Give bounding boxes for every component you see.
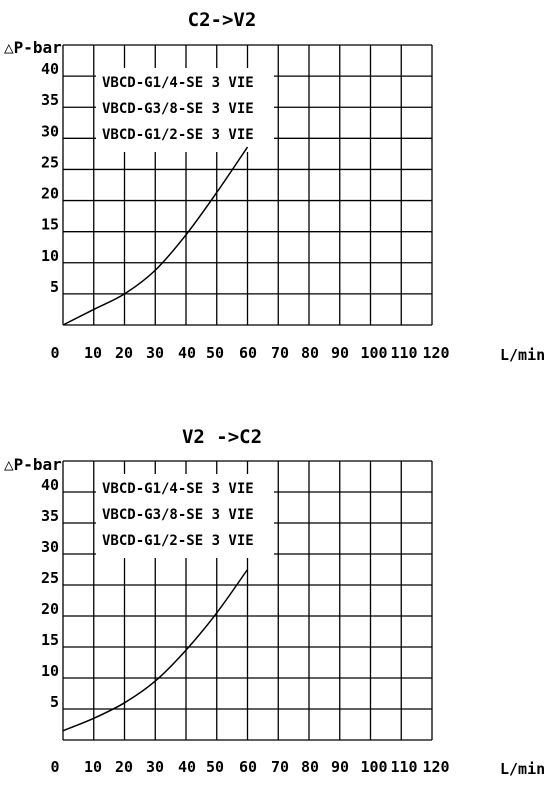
chart1-ytick-label: 10 — [41, 247, 59, 265]
chart2-ytick-label: 20 — [41, 600, 59, 618]
chart1-xtick-label: 90 — [331, 344, 349, 362]
chart1-xtick-label: 120 — [422, 344, 449, 362]
chart1-xtick-label: 100 — [360, 344, 387, 362]
chart2-xtick-label: 20 — [115, 758, 133, 776]
chart2-series-line — [62, 569, 249, 732]
chart2-ytick-label: 40 — [41, 476, 59, 494]
chart2-xtick-label: 120 — [422, 758, 449, 776]
chart1-ytick-label: 30 — [41, 122, 59, 140]
chart1-xtick-label: 0 — [50, 344, 59, 362]
chart2-xlabel: L/min — [500, 760, 545, 778]
chart1-ytick-label: 5 — [50, 278, 59, 296]
chart1-legend-entry: VBCD-G1/4-SE 3 VIE — [102, 75, 254, 91]
chart1-xtick-label: 110 — [390, 344, 417, 362]
chart1-ytick-label: 40 — [41, 60, 59, 78]
chart1-xtick-label: 50 — [206, 344, 224, 362]
chart2-xtick-label: 30 — [146, 758, 164, 776]
chart1-series-line — [62, 146, 249, 326]
chart1-xlabel: L/min — [500, 346, 545, 364]
chart2-ytick-label: 15 — [41, 631, 59, 649]
chart2-ytick-label: 30 — [41, 538, 59, 556]
chart1-legend-entry: VBCD-G1/2-SE 3 VIE — [102, 127, 254, 143]
chart1-ytick-label: 20 — [41, 185, 59, 203]
chart1-ytick-label: 35 — [41, 91, 59, 109]
chart2-legend-entry: VBCD-G3/8-SE 3 VIE — [102, 507, 254, 523]
chart1-xtick-label: 20 — [115, 344, 133, 362]
chart2-ytick-label: 25 — [41, 569, 59, 587]
chart2-xtick-label: 90 — [331, 758, 349, 776]
chart1-ylabel: △P-bar — [4, 38, 62, 57]
chart1-ytick-label: 15 — [41, 216, 59, 234]
chart1-xtick-label: 70 — [271, 344, 289, 362]
chart2-xtick-label: 50 — [206, 758, 224, 776]
chart1-title: C2->V2 — [188, 9, 257, 31]
chart2-ylabel: △P-bar — [4, 455, 62, 474]
chart2-title: V2 ->C2 — [182, 426, 262, 448]
chart2-legend-box — [96, 474, 274, 558]
chart2-ytick-label: 35 — [41, 507, 59, 525]
chart1-xtick-label: 30 — [146, 344, 164, 362]
chart2-xtick-label: 40 — [178, 758, 196, 776]
chart2-xtick-label: 70 — [271, 758, 289, 776]
chart2-xtick-label: 60 — [239, 758, 257, 776]
chart2-xtick-label: 0 — [50, 758, 59, 776]
chart1-ytick-label: 25 — [41, 153, 59, 171]
chart2-ytick-label: 10 — [41, 662, 59, 680]
chart2-xtick-label: 80 — [301, 758, 319, 776]
chart1-xtick-label: 10 — [84, 344, 102, 362]
chart1-legend-box — [96, 68, 274, 152]
chart1-xtick-label: 60 — [239, 344, 257, 362]
chart2-legend-entry: VBCD-G1/2-SE 3 VIE — [102, 533, 254, 549]
chart1-xtick-label: 40 — [178, 344, 196, 362]
chart1-xtick-label: 80 — [301, 344, 319, 362]
chart2-ytick-label: 5 — [50, 693, 59, 711]
chart2-legend-entry: VBCD-G1/4-SE 3 VIE — [102, 481, 254, 497]
chart2-xtick-label: 100 — [360, 758, 387, 776]
chart2-xtick-label: 110 — [390, 758, 417, 776]
chart2-xtick-label: 10 — [84, 758, 102, 776]
chart1-legend-entry: VBCD-G3/8-SE 3 VIE — [102, 101, 254, 117]
